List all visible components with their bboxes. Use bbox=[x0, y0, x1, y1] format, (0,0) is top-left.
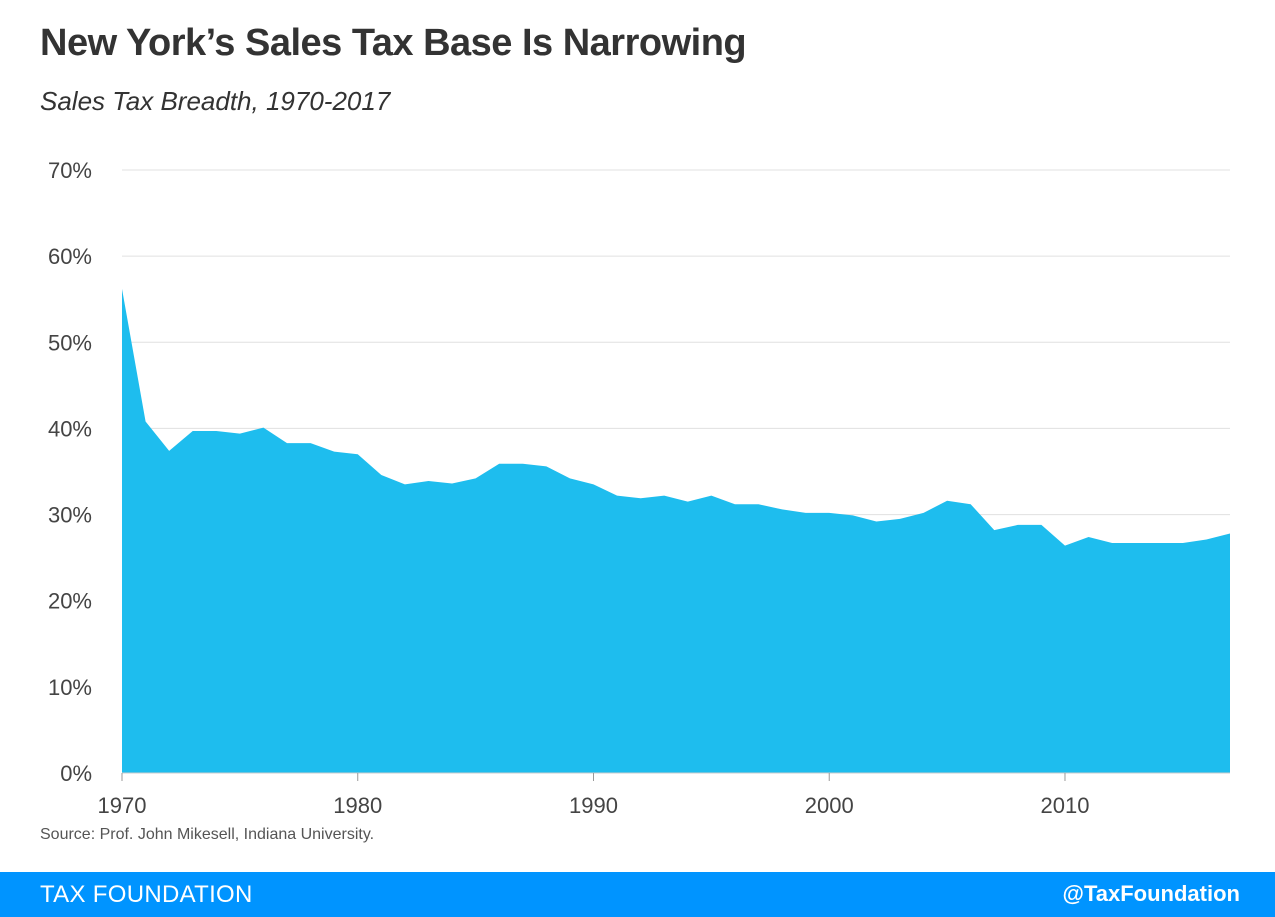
footer-bar: TAX FOUNDATION @TaxFoundation bbox=[0, 872, 1275, 917]
y-tick-label: 70% bbox=[48, 158, 92, 183]
x-tick-label: 2010 bbox=[1041, 793, 1090, 818]
x-tick-label: 2000 bbox=[805, 793, 854, 818]
area-chart: 0% 10% 20% 30% 40% 50% 60% 70% 1970 1980 1990 2000… bbox=[48, 158, 1230, 818]
x-tick-label: 1980 bbox=[333, 793, 382, 818]
footer-handle: @TaxFoundation bbox=[1062, 881, 1240, 906]
x-axis-ticks: 1970 1980 1990 2000 2010 bbox=[98, 773, 1090, 818]
x-tick-label: 1970 bbox=[98, 793, 147, 818]
y-tick-label: 50% bbox=[48, 330, 92, 355]
footer-brand: TAX FOUNDATION bbox=[40, 881, 253, 908]
x-tick-label: 1990 bbox=[569, 793, 618, 818]
y-tick-label: 0% bbox=[60, 761, 92, 786]
y-tick-label: 60% bbox=[48, 244, 92, 269]
y-tick-label: 10% bbox=[48, 675, 92, 700]
chart-subtitle: Sales Tax Breadth, 1970-2017 bbox=[40, 86, 391, 116]
source-note: Source: Prof. John Mikesell, Indiana Uni… bbox=[40, 826, 375, 843]
y-tick-label: 20% bbox=[48, 589, 92, 614]
area-series bbox=[122, 288, 1230, 773]
y-axis-ticks: 0% 10% 20% 30% 40% 50% 60% 70% bbox=[48, 158, 92, 786]
y-tick-label: 40% bbox=[48, 416, 92, 441]
chart-title: New York’s Sales Tax Base Is Narrowing bbox=[40, 22, 747, 64]
y-tick-label: 30% bbox=[48, 503, 92, 528]
